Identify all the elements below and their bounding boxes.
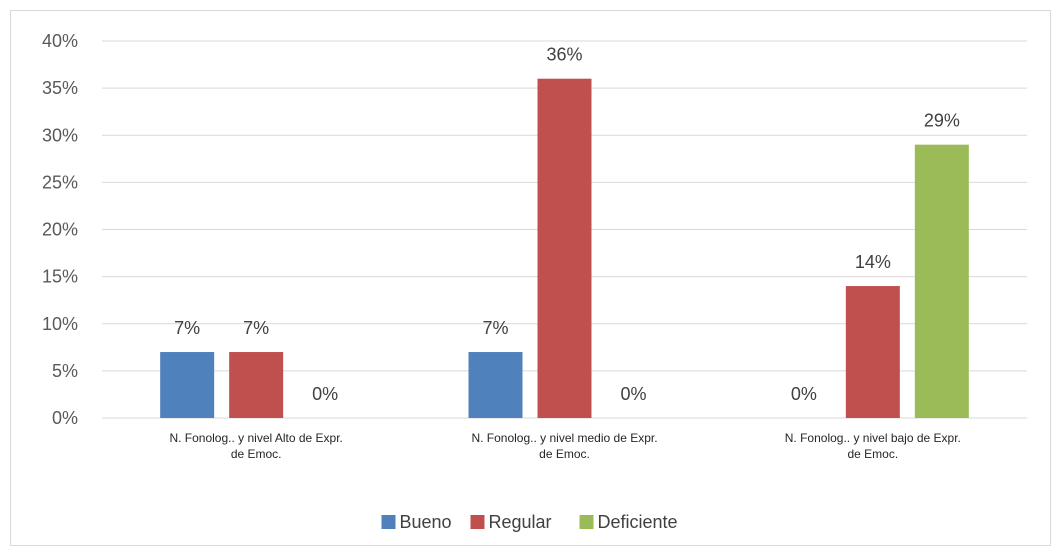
y-tick-label: 5% (52, 361, 78, 381)
bar-bueno (468, 352, 523, 418)
legend-label-deficiente: Deficiente (598, 512, 678, 532)
data-label: 7% (243, 318, 269, 338)
y-tick-label: 0% (52, 408, 78, 428)
bar-regular (537, 78, 592, 418)
data-label: 29% (924, 111, 960, 131)
category-label: N. Fonolog.. y nivel bajo de Expr. (785, 431, 961, 445)
y-tick-label: 35% (42, 78, 78, 98)
bar-regular (229, 352, 284, 418)
y-tick-label: 25% (42, 172, 78, 192)
y-tick-label: 10% (42, 314, 78, 334)
data-label: 36% (546, 45, 582, 65)
legend-swatch-regular (470, 515, 485, 529)
category-label: de Emoc. (231, 447, 282, 461)
y-tick-label: 40% (42, 31, 78, 51)
category-label: de Emoc. (539, 447, 590, 461)
legend-label-regular: Regular (489, 512, 552, 532)
bar-deficiente (914, 144, 969, 419)
data-label: 0% (312, 384, 338, 404)
data-label: 7% (482, 318, 508, 338)
legend-swatch-deficiente (579, 515, 594, 529)
y-tick-label: 20% (42, 220, 78, 240)
chart-area (10, 10, 1051, 546)
category-label: N. Fonolog.. y nivel Alto de Expr. (169, 431, 342, 445)
data-label: 0% (620, 384, 646, 404)
data-label: 14% (855, 252, 891, 272)
y-tick-label: 15% (42, 267, 78, 287)
data-label: 0% (791, 384, 817, 404)
bar-bueno (160, 352, 215, 418)
legend-swatch-bueno (381, 515, 396, 529)
bar-regular (845, 286, 900, 418)
legend-label-bueno: Bueno (400, 512, 452, 532)
y-tick-label: 30% (42, 125, 78, 145)
category-label: N. Fonolog.. y nivel medio de Expr. (471, 431, 657, 445)
category-label: de Emoc. (847, 447, 898, 461)
data-label: 7% (174, 318, 200, 338)
